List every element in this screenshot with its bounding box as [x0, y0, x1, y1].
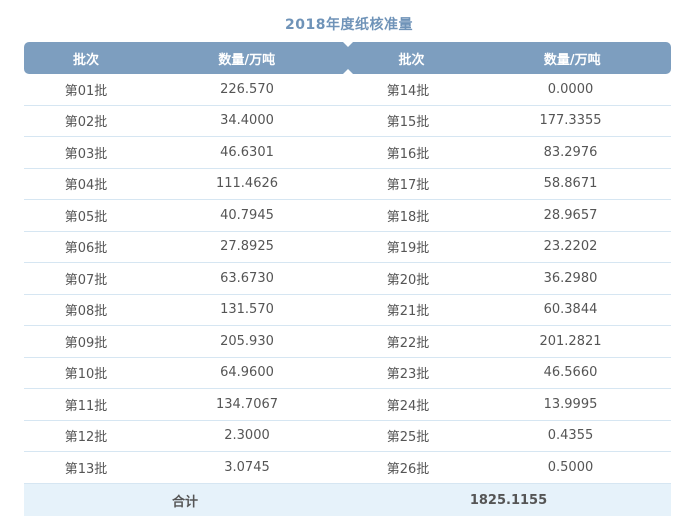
quantity-left-cell: 27.8925	[220, 239, 274, 255]
quantity-right-cell: 0.5000	[547, 459, 594, 475]
batch-left-cell: 第04批	[64, 178, 108, 194]
batch-right-cell: 第18批	[386, 209, 430, 225]
table-row: 第04批 111.4626 第17批 58.8671	[24, 169, 671, 200]
batch-left-cell: 第01批	[64, 83, 108, 99]
table-row: 第12批 2.3000 第25批 0.4355	[24, 421, 671, 452]
quantity-left-cell: 134.7067	[215, 396, 279, 412]
batch-left-cell: 第13批	[64, 461, 108, 477]
quantity-right-cell: 13.9995	[543, 396, 598, 412]
batch-left-cell: 第11批	[64, 398, 108, 414]
table-row: 第05批 40.7945 第18批 28.9657	[24, 200, 671, 232]
batch-right-cell: 第26批	[386, 461, 430, 477]
batch-left-cell: 第12批	[64, 430, 108, 446]
quantity-right-cell: 177.3355	[539, 113, 602, 129]
table-body: 第01批 226.570 第14批 0.0000 第02批 34.4000 第15批 177.…	[24, 74, 671, 484]
batch-right-cell: 第21批	[386, 304, 430, 320]
quantity-left-cell: 46.6301	[220, 144, 274, 160]
batch-right-cell: 第16批	[386, 146, 430, 162]
table-row: 第02批 34.4000 第15批 177.3355	[24, 106, 671, 137]
quantity-right-cell: 23.2202	[543, 239, 598, 255]
table-header: 批次 数量/万吨 批次 数量/万吨	[24, 42, 671, 74]
quantity-right-cell: 83.2976	[543, 144, 598, 160]
batch-right-cell: 第20批	[386, 272, 430, 288]
total-value: 1825.1155	[469, 492, 548, 508]
quantity-left-cell: 2.3000	[224, 428, 270, 444]
table-row: 第08批 131.570 第21批 60.3844	[24, 295, 671, 326]
total-row: 合计 1825.1155	[24, 484, 671, 516]
batch-right-cell: 第19批	[386, 241, 430, 257]
quantity-right-cell: 46.5660	[543, 365, 598, 381]
quantity-right-cell: 36.2980	[543, 270, 598, 286]
table-row: 第03批 46.6301 第16批 83.2976	[24, 137, 671, 169]
total-label: 合计	[171, 494, 198, 510]
batch-right-cell: 第25批	[386, 430, 430, 446]
table-row: 第07批 63.6730 第20批 36.2980	[24, 263, 671, 295]
header-right: 批次 数量/万吨	[349, 42, 671, 74]
table-row: 第01批 226.570 第14批 0.0000	[24, 74, 671, 106]
batch-right-cell: 第17批	[386, 178, 430, 194]
batch-right-cell: 第14批	[386, 83, 430, 99]
quantity-left-cell: 40.7945	[220, 207, 274, 223]
table-title: 2018年度纸核准量	[285, 17, 413, 33]
header-left: 批次 数量/万吨	[24, 42, 346, 74]
quantity-right-cell: 201.2821	[539, 333, 602, 349]
batch-right-cell: 第23批	[386, 367, 430, 383]
quantity-right-cell: 58.8671	[543, 176, 598, 192]
header-batch-right: 批次	[398, 52, 425, 68]
batch-right-cell: 第24批	[386, 398, 430, 414]
quantity-right-cell: 28.9657	[543, 207, 598, 223]
batch-left-cell: 第06批	[64, 241, 108, 257]
batch-left-cell: 第09批	[64, 335, 108, 351]
table-row: 第09批 205.930 第22批 201.2821	[24, 326, 671, 358]
quantity-right-cell: 0.0000	[547, 81, 594, 97]
header-quantity-right: 数量/万吨	[543, 52, 601, 68]
header-quantity-left: 数量/万吨	[218, 52, 276, 68]
batch-left-cell: 第08批	[64, 304, 108, 320]
quantity-left-cell: 226.570	[220, 81, 274, 97]
quantity-left-cell: 111.4626	[215, 176, 279, 192]
table-row: 第11批 134.7067 第24批 13.9995	[24, 389, 671, 421]
quantity-left-cell: 34.4000	[220, 113, 274, 129]
quantity-left-cell: 64.9600	[220, 365, 274, 381]
batch-right-cell: 第15批	[386, 115, 430, 131]
quantity-right-cell: 60.3844	[543, 302, 598, 318]
batch-left-cell: 第05批	[64, 209, 108, 225]
quantity-right-cell: 0.4355	[547, 428, 594, 444]
quantity-left-cell: 63.6730	[220, 270, 274, 286]
header-batch-left: 批次	[72, 52, 99, 68]
table-row: 第13批 3.0745 第26批 0.5000	[24, 452, 671, 484]
batch-left-cell: 第10批	[64, 367, 108, 383]
batch-left-cell: 第07批	[64, 272, 108, 288]
quantity-left-cell: 131.570	[220, 302, 274, 318]
quantity-left-cell: 205.930	[220, 333, 274, 349]
quantity-left-cell: 3.0745	[224, 459, 270, 475]
table-row: 第06批 27.8925 第19批 23.2202	[24, 232, 671, 263]
batch-left-cell: 第03批	[64, 146, 108, 162]
header-divider	[342, 42, 353, 74]
table-row: 第10批 64.9600 第23批 46.5660	[24, 358, 671, 389]
batch-left-cell: 第02批	[64, 115, 108, 131]
batch-right-cell: 第22批	[386, 335, 430, 351]
